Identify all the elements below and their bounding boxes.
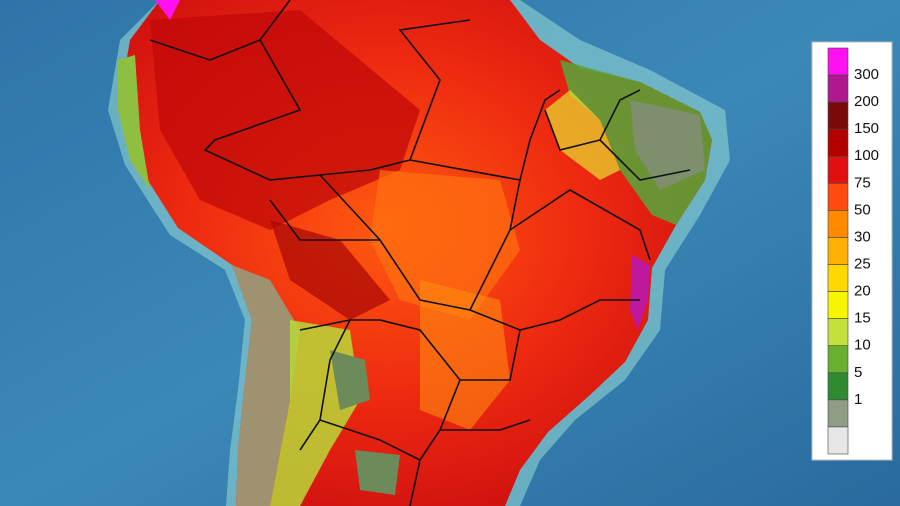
legend-label: 200 bbox=[854, 93, 879, 110]
light-rain-area bbox=[545, 90, 620, 180]
legend-label: 20 bbox=[854, 283, 871, 300]
very-dry-area bbox=[630, 100, 705, 190]
legend-swatch bbox=[827, 47, 849, 76]
legend-swatch bbox=[827, 128, 849, 157]
legend-swatch bbox=[827, 237, 849, 265]
legend-label: 100 bbox=[854, 147, 879, 164]
borders bbox=[149, 0, 691, 506]
heavy-rain-area bbox=[270, 220, 390, 320]
legend-swatch bbox=[827, 291, 849, 319]
andes bbox=[232, 265, 300, 506]
legend-swatch bbox=[827, 426, 849, 455]
legend-label: 5 bbox=[854, 364, 862, 381]
legend-swatch bbox=[827, 155, 849, 184]
extreme-rain-area bbox=[630, 255, 650, 330]
legend-swatch bbox=[827, 372, 849, 401]
legend-swatch bbox=[827, 345, 849, 374]
legend-swatch bbox=[827, 210, 849, 238]
legend-label: 1 bbox=[854, 391, 862, 408]
legend-label: 15 bbox=[854, 310, 871, 327]
light-rain-area bbox=[118, 55, 150, 190]
legend-label: 10 bbox=[854, 337, 871, 354]
legend-swatch bbox=[827, 101, 849, 130]
legend-swatch bbox=[827, 399, 849, 428]
legend-label: 30 bbox=[854, 228, 871, 245]
legend-label: 150 bbox=[854, 120, 879, 137]
legend-box bbox=[811, 41, 893, 461]
legend-label: 50 bbox=[854, 201, 871, 218]
legend-swatch bbox=[827, 74, 849, 103]
legend: 300 200 150 100 75 50 30 25 20 15 10 5 1 bbox=[827, 47, 879, 455]
legend-swatch bbox=[827, 183, 849, 211]
very-dry-area bbox=[330, 350, 370, 410]
legend-swatch bbox=[827, 264, 849, 292]
legend-swatch bbox=[827, 318, 849, 347]
extreme-rain-area bbox=[155, 0, 180, 20]
very-dry-area bbox=[355, 450, 400, 495]
legend-label: 75 bbox=[854, 174, 871, 191]
legend-label: 25 bbox=[854, 256, 871, 273]
legend-label: 300 bbox=[854, 66, 879, 83]
heavy-rain-area bbox=[150, 10, 420, 230]
